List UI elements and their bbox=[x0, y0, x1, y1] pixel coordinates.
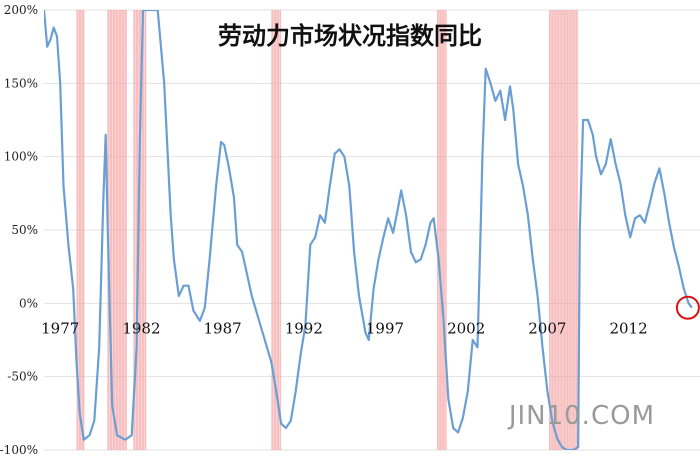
x-tick-label: 1997 bbox=[366, 319, 404, 337]
x-axis-ticks: 1977 1982 1987 1992 1997 2002 2007 2012 bbox=[41, 319, 648, 337]
watermark: JIN10.COM bbox=[507, 401, 655, 431]
x-tick-label: 1982 bbox=[122, 319, 160, 337]
y-tick-label: 0% bbox=[19, 296, 38, 310]
y-tick-label: 100% bbox=[4, 150, 38, 164]
x-tick-label: 1992 bbox=[285, 319, 323, 337]
x-tick-label: 2007 bbox=[528, 319, 566, 337]
recession-band bbox=[107, 10, 127, 450]
y-tick-label: 200% bbox=[4, 3, 38, 17]
recession-band bbox=[76, 10, 85, 450]
x-tick-label: 1977 bbox=[41, 319, 79, 337]
y-tick-label: -50% bbox=[7, 370, 38, 384]
recession-band bbox=[548, 10, 579, 450]
recession-bands bbox=[76, 10, 579, 450]
x-tick-label: 2002 bbox=[447, 319, 485, 337]
y-axis-ticks: 200% 150% 100% 50% 0% -50% -100% bbox=[0, 3, 38, 457]
y-tick-label: -100% bbox=[0, 443, 38, 457]
y-tick-label: 150% bbox=[4, 76, 38, 90]
chart-title: 劳动力市场状况指数同比 bbox=[218, 22, 482, 50]
y-tick-label: 50% bbox=[11, 223, 38, 237]
x-tick-label: 2012 bbox=[609, 319, 647, 337]
series-line bbox=[44, 10, 693, 450]
highlight-group bbox=[675, 295, 700, 320]
highlight-circle bbox=[675, 295, 700, 320]
series-group bbox=[44, 10, 693, 450]
x-tick-label: 1987 bbox=[204, 319, 242, 337]
